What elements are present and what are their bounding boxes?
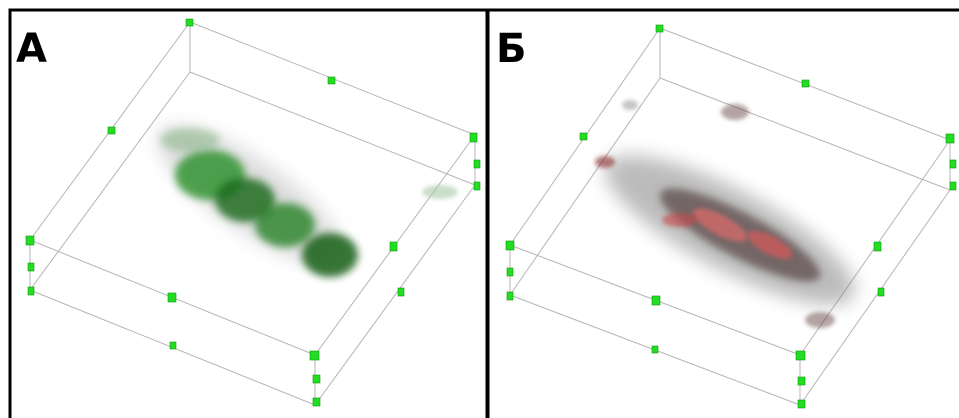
volume-red xyxy=(588,100,873,331)
panel-label: Б xyxy=(496,26,527,72)
figure: А Б xyxy=(0,0,959,418)
volume-green xyxy=(140,103,458,287)
page: А Б (() => { const data = JSON.parse(doc… xyxy=(0,0,959,418)
panel-label: А xyxy=(16,26,47,72)
